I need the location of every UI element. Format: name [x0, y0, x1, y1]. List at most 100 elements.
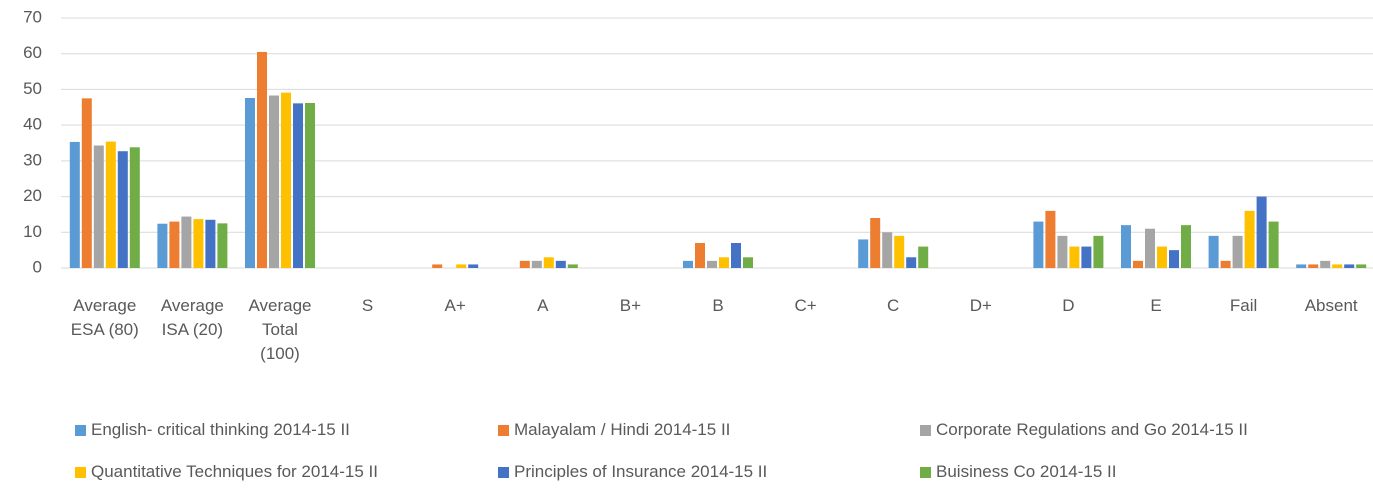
- bar: [683, 260, 693, 268]
- legend-swatch: [75, 466, 86, 478]
- bar: [1256, 196, 1267, 268]
- y-tick-label: 70: [23, 7, 42, 26]
- legend-label: English- critical thinking 2014-15 II: [91, 420, 350, 439]
- y-tick-label: 40: [23, 115, 42, 134]
- bar: [1344, 264, 1355, 268]
- bar: [245, 98, 255, 268]
- bar: [269, 95, 279, 268]
- x-tick-label: A: [537, 296, 549, 315]
- bar: [293, 103, 303, 268]
- bar: [432, 264, 443, 268]
- bar: [555, 260, 566, 268]
- legend-item: English- critical thinking 2014-15 II: [75, 420, 350, 440]
- bar: [918, 246, 929, 268]
- x-tick-label: Absent: [1304, 296, 1358, 315]
- bar: [1332, 264, 1343, 268]
- bar: [93, 145, 104, 268]
- bar: [1308, 264, 1319, 268]
- legend-label: Buisiness Co 2014-15 II: [936, 462, 1117, 481]
- bar: [129, 147, 140, 268]
- x-tick-label: E: [1150, 296, 1162, 315]
- bar: [519, 260, 530, 268]
- bar: [205, 219, 216, 268]
- bar: [1220, 260, 1231, 268]
- bar: [1093, 235, 1104, 268]
- legend-label: Malayalam / Hindi 2014-15 II: [514, 420, 731, 439]
- y-tick-label: 60: [23, 43, 42, 62]
- bar: [1133, 260, 1143, 268]
- x-tick-label: C: [887, 296, 900, 315]
- bar: [719, 257, 729, 268]
- bar: [543, 257, 554, 268]
- x-tick-label: D+: [969, 296, 992, 315]
- bar: [281, 92, 291, 269]
- bar: [169, 221, 180, 268]
- bar: [894, 235, 905, 268]
- legend-swatch: [920, 424, 931, 436]
- bar: [1045, 210, 1056, 268]
- y-tick-label: 0: [33, 257, 42, 276]
- bar: [456, 264, 467, 268]
- bar: [870, 218, 881, 268]
- bar: [1069, 246, 1080, 268]
- bar: [707, 260, 717, 268]
- bar: [69, 141, 80, 268]
- legend-label: Principles of Insurance 2014-15 II: [514, 462, 768, 481]
- y-tick-label: 10: [23, 222, 42, 241]
- x-tick-label: D: [1062, 296, 1075, 315]
- bar: [1157, 246, 1167, 268]
- bar: [567, 264, 578, 268]
- bar: [117, 151, 128, 268]
- legend-swatch: [920, 466, 931, 478]
- y-tick-label: 20: [23, 186, 42, 205]
- bar: [105, 141, 116, 268]
- legend-item: Malayalam / Hindi 2014-15 II: [498, 420, 730, 440]
- y-tick-label: 30: [23, 150, 42, 169]
- bar: [1232, 235, 1243, 268]
- bar: [157, 223, 168, 268]
- legend-item: Corporate Regulations and Go 2014-15 II: [920, 420, 1248, 440]
- bar: [1181, 225, 1191, 268]
- bar: [1057, 235, 1068, 268]
- bar: [1244, 210, 1255, 268]
- legend-swatch: [75, 424, 86, 436]
- x-tick-label: Average Total (100): [248, 296, 312, 363]
- legend-swatch: [498, 466, 509, 478]
- x-tick-label: C+: [794, 296, 817, 315]
- legend-item: Quantitative Techniques for 2014-15 II: [75, 462, 378, 482]
- bar: [1145, 228, 1155, 268]
- bar: [1356, 264, 1367, 268]
- bar: [695, 243, 705, 268]
- bar: [906, 257, 917, 268]
- bar: [181, 216, 192, 268]
- bar: [305, 103, 315, 268]
- bar: [1268, 221, 1279, 268]
- x-tick-label: Fail: [1229, 296, 1258, 315]
- x-tick-label: Average ISA (20): [160, 296, 224, 339]
- legend-label: Corporate Regulations and Go 2014-15 II: [936, 420, 1248, 439]
- bar: [1296, 264, 1307, 268]
- bar: [1121, 225, 1131, 268]
- legend-item: Principles of Insurance 2014-15 II: [498, 462, 767, 482]
- legend-item: Buisiness Co 2014-15 II: [920, 462, 1117, 482]
- legend-label: Quantitative Techniques for 2014-15 II: [91, 462, 378, 481]
- bar: [743, 257, 753, 268]
- x-tick-label: B: [712, 296, 724, 315]
- bar: [858, 239, 869, 268]
- x-tick-label: S: [361, 296, 374, 315]
- bar: [81, 98, 92, 268]
- x-tick-label: A+: [444, 296, 466, 315]
- x-tick-label: Average ESA (80): [70, 296, 139, 339]
- y-tick-label: 50: [23, 79, 42, 98]
- bar: [882, 232, 893, 268]
- bar: [531, 260, 542, 268]
- bar: [193, 219, 204, 268]
- bar: [1208, 235, 1219, 268]
- bar: [257, 51, 267, 268]
- legend-swatch: [498, 424, 509, 436]
- bar: [1320, 260, 1331, 268]
- bar: [217, 223, 228, 268]
- x-tick-label: B+: [619, 296, 642, 315]
